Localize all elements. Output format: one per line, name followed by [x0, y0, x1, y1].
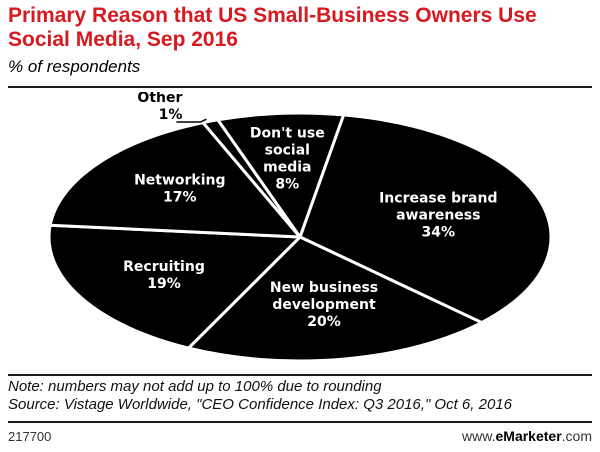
top-divider [8, 86, 592, 88]
slice-label-networking: Networking 17% [134, 173, 225, 206]
slice-label-don-t-use-social-media: Don't use social media 8% [250, 125, 325, 192]
slice-label-recruiting: Recruiting 19% [123, 259, 205, 292]
chart-id: 217700 [8, 429, 52, 444]
leader-line-other [176, 118, 207, 123]
chart-title: Primary Reason that US Small-Business Ow… [8, 4, 537, 51]
chart-notes: Note: numbers may not add up to 100% due… [8, 378, 512, 414]
footer-divider [8, 421, 592, 423]
pie-slice-recruiting [47, 223, 302, 350]
bottom-divider [8, 374, 592, 376]
note-text: Note: numbers may not add up to 100% due… [8, 378, 382, 395]
pie-chart: Increase brand awareness 34%New business de… [47, 92, 553, 363]
brand-name: eMarketer [495, 428, 562, 444]
pie-slice-new-business-development [187, 235, 484, 363]
brand-link[interactable]: www.eMarketer.com [462, 428, 592, 444]
pie-slice-don-t-use-social-media [216, 111, 346, 239]
brand-prefix: www. [462, 428, 496, 444]
pie-slice-networking [48, 121, 302, 239]
brand-suffix: .com [561, 428, 592, 444]
slice-label-new-business-development: New business development 20% [270, 280, 378, 330]
slice-label-increase-brand-awareness: Increase brand awareness 34% [379, 191, 497, 241]
source-text: Source: Vistage Worldwide, "CEO Confiden… [8, 396, 512, 413]
chart-subtitle: % of respondents [8, 57, 141, 76]
pie-slice-increase-brand-awareness [298, 113, 553, 325]
slice-label-other: Other 1% [137, 92, 182, 123]
